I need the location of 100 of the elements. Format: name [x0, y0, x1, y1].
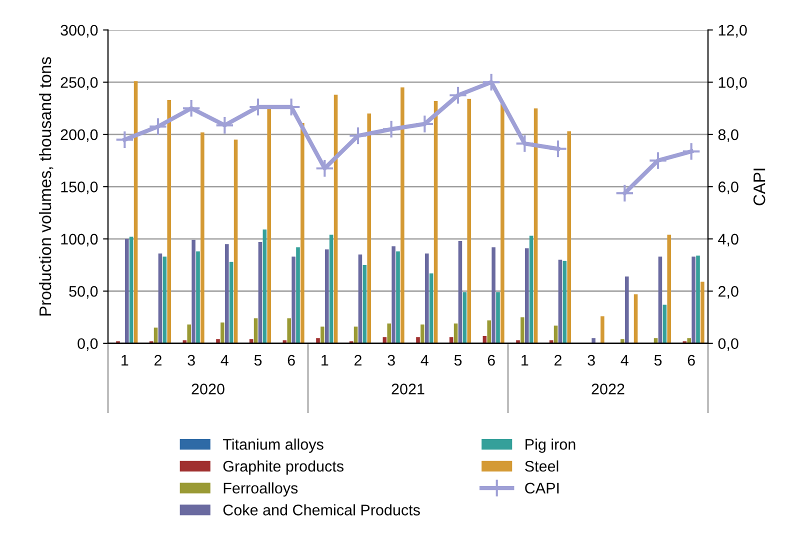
x-tick-label: 1 — [122, 355, 128, 366]
x-tick-label: 3 — [388, 354, 395, 366]
bar — [620, 339, 624, 344]
x-tick-label: 2 — [554, 354, 562, 366]
legend-label: Ferroalloys — [224, 482, 298, 497]
x-tick-label: 4 — [220, 355, 228, 366]
bar — [196, 251, 200, 344]
bar — [325, 249, 329, 344]
bar — [558, 260, 562, 344]
point — [682, 142, 701, 161]
y-tick-label: 300,0 — [60, 24, 98, 38]
point — [215, 116, 234, 135]
bar — [162, 256, 167, 344]
x-tick-label: 6 — [488, 354, 495, 366]
bar — [554, 326, 558, 344]
bar — [134, 81, 138, 344]
point — [115, 130, 134, 150]
bar — [392, 246, 396, 344]
x-tick-label: 2 — [354, 354, 362, 366]
bar — [234, 140, 238, 344]
bar — [229, 262, 234, 344]
bar — [316, 338, 320, 344]
text: 2022 — [592, 384, 624, 394]
bar — [487, 320, 491, 344]
x-tick-label: 1 — [322, 355, 328, 366]
bar — [354, 326, 358, 344]
bar — [267, 108, 271, 344]
x-tick-label: 5 — [454, 355, 462, 366]
bar — [396, 251, 400, 344]
bar — [367, 114, 371, 344]
bar — [254, 318, 258, 344]
bar — [262, 229, 267, 344]
bar — [125, 238, 129, 344]
point — [415, 114, 434, 134]
bar — [462, 292, 467, 344]
bar — [692, 256, 696, 344]
y2-tick-label: 8,0 — [718, 129, 738, 142]
legend-label: Pig iron — [526, 438, 576, 453]
bar — [520, 317, 524, 344]
bar — [696, 256, 700, 344]
point — [615, 184, 634, 203]
x-tick-label: 2 — [154, 354, 162, 366]
point — [182, 98, 201, 118]
bar — [200, 132, 204, 344]
bar — [158, 254, 162, 344]
point — [448, 86, 468, 105]
point — [382, 120, 401, 139]
bar — [562, 260, 567, 344]
y2-tick-label: 4,0 — [718, 234, 738, 246]
bar — [129, 236, 134, 344]
y2-axis-title: CAPI — [753, 168, 766, 206]
bar — [454, 324, 458, 344]
y-tick-label: 100,0 — [61, 234, 98, 246]
y-tick-label: 50,0 — [69, 286, 98, 299]
y2-tick-label: 2,0 — [718, 286, 738, 299]
bar — [496, 292, 500, 344]
bar — [420, 324, 424, 344]
bar — [525, 248, 529, 344]
point — [515, 134, 534, 153]
text: 2020 — [192, 384, 224, 394]
bar — [658, 256, 662, 344]
bar — [387, 324, 391, 344]
bar — [320, 326, 324, 344]
x-tick-label: 3 — [588, 354, 595, 366]
bar — [529, 236, 534, 344]
bar — [296, 247, 300, 344]
bar — [534, 108, 538, 344]
text: 2021 — [392, 384, 424, 394]
bar — [362, 265, 367, 344]
point — [548, 139, 568, 158]
y-tick-label: 200,0 — [60, 129, 98, 142]
x-tick-label: 4 — [420, 355, 428, 366]
bar — [625, 276, 629, 344]
bar — [258, 242, 262, 344]
bar — [662, 304, 667, 344]
bar — [634, 294, 638, 344]
bar — [400, 87, 404, 344]
bar — [192, 240, 196, 344]
bar — [592, 338, 596, 344]
bar — [334, 94, 338, 344]
bar — [300, 122, 304, 344]
bar — [416, 337, 420, 344]
y-tick-label: 0,0 — [78, 338, 98, 351]
x-tick-label: 6 — [288, 354, 295, 366]
point — [648, 151, 668, 170]
legend-label: Coke and Chemical Products — [223, 504, 420, 516]
y2-tick-label: 6,0 — [718, 182, 738, 194]
legend-label: Graphite products — [223, 460, 344, 475]
bar — [358, 254, 362, 344]
bar — [287, 318, 291, 344]
x-tick-label: 5 — [254, 355, 262, 366]
y2-tick-label: 0,0 — [718, 338, 738, 351]
bar — [687, 338, 691, 344]
bar — [216, 339, 220, 344]
x-tick-label: 1 — [522, 355, 528, 366]
legend-label: Titanium alloys — [222, 438, 324, 453]
bar — [220, 322, 224, 344]
x-tick-label: 5 — [654, 355, 662, 366]
x-tick-label: 4 — [620, 355, 628, 366]
y-axis-title: Production volumes, thousand tons — [38, 57, 54, 316]
